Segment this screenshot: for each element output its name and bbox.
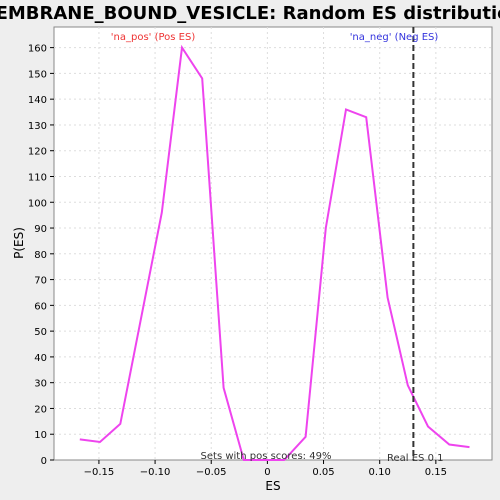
y-tick-label: 70: [34, 276, 47, 287]
x-axis-label: ES: [265, 479, 280, 493]
pos-es-label: 'na_pos' (Pos ES): [111, 32, 196, 43]
y-tick-label: 140: [28, 95, 47, 106]
neg-es-label: 'na_neg' (Neg ES): [350, 32, 439, 43]
x-tick-label: 0: [264, 467, 270, 478]
y-tick-label: 120: [28, 147, 47, 158]
y-tick-label: 110: [28, 172, 47, 183]
x-tick-label: −0.10: [140, 467, 171, 478]
y-tick-label: 150: [28, 69, 47, 80]
x-tick-label: −0.05: [196, 467, 227, 478]
real-es-label: Real ES 0.1: [387, 453, 443, 464]
y-tick-label: 10: [34, 430, 47, 441]
y-axis: 0 10 20 30 40 50 60 70 80 90 100 110 120 130 140 150 160: [28, 44, 54, 467]
y-tick-label: 20: [34, 404, 47, 415]
y-tick-label: 40: [34, 353, 47, 364]
y-tick-label: 0: [41, 456, 47, 467]
y-tick-label: 80: [34, 250, 47, 261]
x-tick-label: 0.10: [369, 467, 391, 478]
plot-area: [54, 27, 492, 460]
y-tick-label: 130: [28, 121, 47, 132]
y-axis-label: P(ES): [12, 227, 26, 259]
x-tick-label: −0.15: [84, 467, 115, 478]
y-tick-label: 30: [34, 379, 47, 390]
y-tick-label: 100: [28, 198, 47, 209]
y-tick-label: 90: [34, 224, 47, 235]
y-tick-label: 60: [34, 301, 47, 312]
x-tick-label: 0.15: [425, 467, 447, 478]
chart-title: MEMBRANE_BOUND_VESICLE: Random ES distri…: [0, 3, 500, 24]
sets-with-pos-scores: Sets with pos scores: 49%: [201, 451, 332, 462]
y-tick-label: 50: [34, 327, 47, 338]
y-tick-label: 160: [28, 44, 47, 55]
x-tick-label: 0.05: [312, 467, 334, 478]
